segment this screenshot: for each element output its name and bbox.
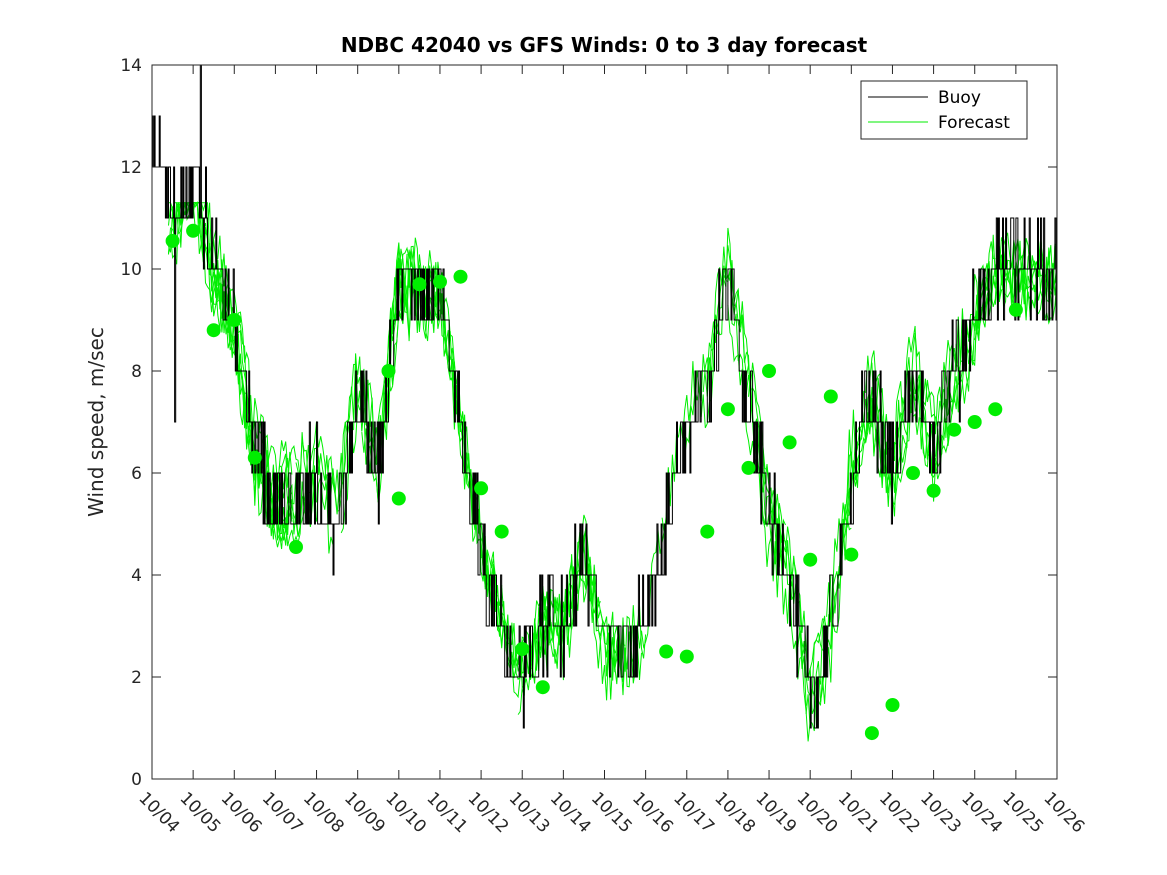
- forecast-marker: [433, 274, 447, 289]
- forecast-marker: [823, 389, 838, 404]
- forecast-marker: [967, 415, 982, 429]
- forecast-marker: [741, 460, 756, 475]
- forecast-marker: [453, 269, 468, 284]
- forecast-marker: [1008, 302, 1023, 317]
- forecast-marker: [515, 642, 530, 656]
- legend: Buoy Forecast: [860, 80, 1028, 140]
- buoy-line: [152, 64, 1058, 729]
- forecast-marker: [720, 402, 735, 417]
- forecast-marker: [659, 644, 674, 659]
- forecast-marker: [679, 649, 694, 664]
- forecast-marker: [165, 233, 180, 248]
- y-tick-label: 14: [120, 56, 142, 76]
- forecast-marker: [247, 450, 262, 465]
- forecast-marker: [494, 524, 509, 539]
- y-axis-label: Wind speed, m/sec: [84, 327, 108, 517]
- forecast-marker: [206, 323, 221, 338]
- forecast-marker: [885, 698, 900, 712]
- forecast-marker: [947, 422, 962, 437]
- y-tick-label: 6: [131, 464, 142, 484]
- forecast-marker: [762, 364, 776, 378]
- forecast-marker: [381, 364, 396, 378]
- forecast-line: [953, 245, 1058, 383]
- forecast-marker: [782, 435, 797, 450]
- forecast-marker: [844, 547, 859, 562]
- forecast-marker: [227, 313, 242, 327]
- y-tick-label: 10: [120, 260, 142, 280]
- y-tick-label: 12: [120, 158, 142, 178]
- forecast-marker: [906, 466, 920, 480]
- forecast-marker: [864, 726, 879, 741]
- forecast-marker: [391, 491, 406, 506]
- forecast-marker: [926, 483, 941, 498]
- forecast-marker: [412, 277, 427, 292]
- legend-box: [860, 80, 1028, 140]
- forecast-markers: [165, 223, 1023, 741]
- y-tick-label: 4: [131, 566, 142, 586]
- forecast-marker: [186, 223, 201, 238]
- forecast-marker: [289, 540, 303, 554]
- y-tick-label: 0: [131, 770, 142, 790]
- chart-title: NDBC 42040 vs GFS Winds: 0 to 3 day fore…: [341, 33, 868, 57]
- forecast-marker: [988, 402, 1003, 417]
- forecast-marker: [803, 552, 818, 567]
- forecast-marker: [474, 481, 489, 496]
- y-tick-label: 8: [131, 362, 142, 382]
- legend-buoy-label: Buoy: [938, 88, 981, 108]
- forecast-line: [418, 262, 544, 680]
- y-axis-ticks: 0 2 4 6 8 10 12 14: [120, 56, 1057, 790]
- buoy-series: [152, 64, 1058, 729]
- forecast-marker: [700, 524, 715, 539]
- y-tick-label: 2: [131, 668, 142, 688]
- legend-forecast-label: Forecast: [938, 113, 1010, 133]
- forecast-marker: [535, 680, 550, 695]
